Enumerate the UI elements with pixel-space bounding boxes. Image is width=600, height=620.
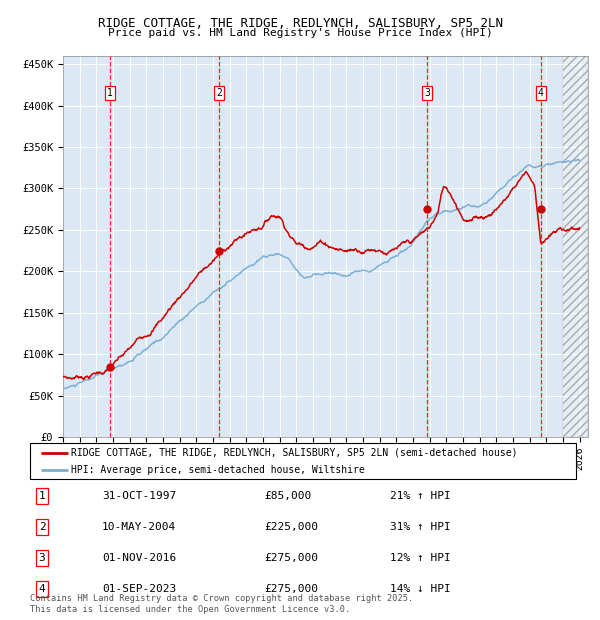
Text: 31-OCT-1997: 31-OCT-1997	[102, 491, 176, 501]
Text: £85,000: £85,000	[264, 491, 311, 501]
Text: 3: 3	[424, 88, 430, 98]
Text: £275,000: £275,000	[264, 584, 318, 594]
Text: 01-SEP-2023: 01-SEP-2023	[102, 584, 176, 594]
Text: £225,000: £225,000	[264, 522, 318, 532]
Text: 2: 2	[38, 522, 46, 532]
Text: Price paid vs. HM Land Registry's House Price Index (HPI): Price paid vs. HM Land Registry's House …	[107, 28, 493, 38]
Text: HPI: Average price, semi-detached house, Wiltshire: HPI: Average price, semi-detached house,…	[71, 464, 365, 475]
Bar	[563, 56, 588, 437]
Text: 10-MAY-2004: 10-MAY-2004	[102, 522, 176, 532]
Text: 4: 4	[38, 584, 46, 594]
Text: 14% ↓ HPI: 14% ↓ HPI	[390, 584, 451, 594]
Text: RIDGE COTTAGE, THE RIDGE, REDLYNCH, SALISBURY, SP5 2LN: RIDGE COTTAGE, THE RIDGE, REDLYNCH, SALI…	[97, 17, 503, 30]
Text: 12% ↑ HPI: 12% ↑ HPI	[390, 553, 451, 563]
Text: 3: 3	[38, 553, 46, 563]
Text: 01-NOV-2016: 01-NOV-2016	[102, 553, 176, 563]
Text: RIDGE COTTAGE, THE RIDGE, REDLYNCH, SALISBURY, SP5 2LN (semi-detached house): RIDGE COTTAGE, THE RIDGE, REDLYNCH, SALI…	[71, 448, 517, 458]
Text: 21% ↑ HPI: 21% ↑ HPI	[390, 491, 451, 501]
Text: 1: 1	[38, 491, 46, 501]
Text: 2: 2	[216, 88, 222, 98]
Text: £275,000: £275,000	[264, 553, 318, 563]
Text: 1: 1	[107, 88, 113, 98]
Text: Contains HM Land Registry data © Crown copyright and database right 2025.
This d: Contains HM Land Registry data © Crown c…	[30, 595, 413, 614]
Bar	[563, 56, 588, 437]
Text: 4: 4	[538, 88, 544, 98]
Text: 31% ↑ HPI: 31% ↑ HPI	[390, 522, 451, 532]
